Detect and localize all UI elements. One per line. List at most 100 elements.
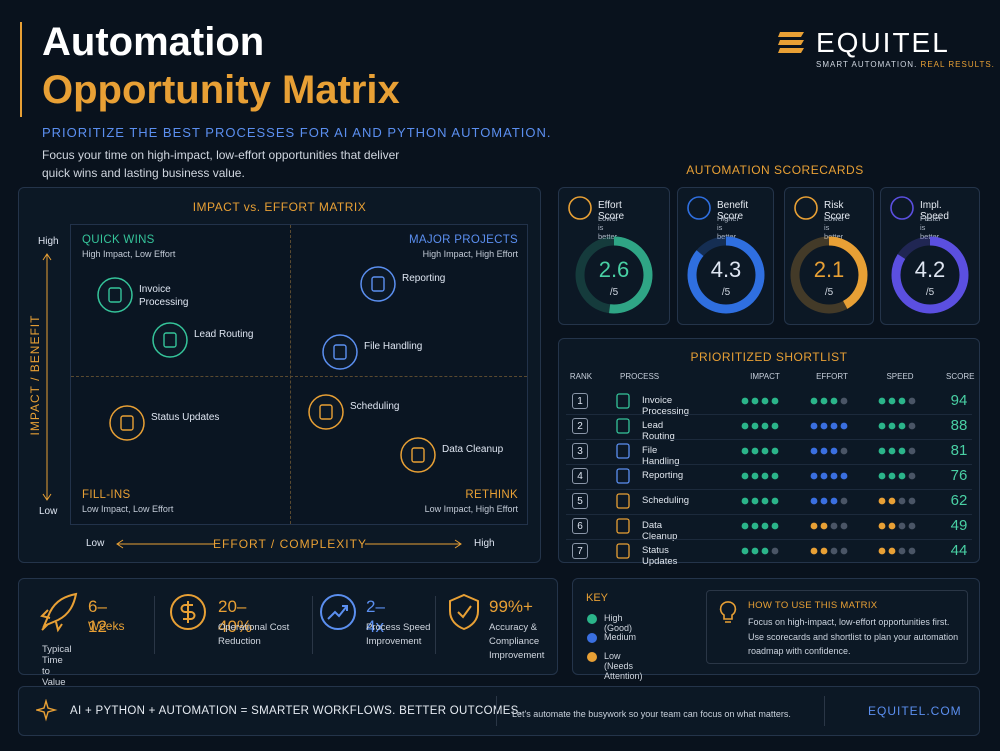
rating-dot <box>741 522 749 530</box>
column-header: PROCESS <box>620 372 660 381</box>
score: 44 <box>950 542 968 559</box>
rating-dot <box>888 522 896 530</box>
rating-dot <box>888 422 896 430</box>
process-name: File Handling <box>642 445 680 467</box>
icon-ring <box>568 196 592 220</box>
how-to-title: HOW TO USE THIS MATRIX <box>748 600 878 611</box>
footer-tagline: AI + PYTHON + AUTOMATION = SMARTER WORKF… <box>70 705 523 717</box>
rating-dot <box>751 397 759 405</box>
rating <box>878 447 916 455</box>
process-icon <box>616 468 630 484</box>
footer-url: EQUITEL.COM <box>868 704 962 718</box>
icon-ring <box>308 394 344 430</box>
rating-dot <box>840 472 848 480</box>
rating-dot <box>898 422 906 430</box>
rating-dot <box>751 447 759 455</box>
icon-glyph <box>616 443 630 459</box>
rating <box>741 522 779 530</box>
rating-dot <box>810 422 818 430</box>
icon-glyph <box>108 287 122 303</box>
shortlist-title: PRIORITIZED SHORTLIST <box>690 350 848 364</box>
rating <box>810 447 848 455</box>
rank: 7 <box>572 543 588 559</box>
separator <box>496 696 497 726</box>
rating-dot <box>840 422 848 430</box>
rating <box>878 397 916 405</box>
rating-dot <box>820 447 828 455</box>
item-label: Data Cleanup <box>442 444 504 455</box>
empty-dot <box>908 397 916 405</box>
rating <box>878 422 916 430</box>
row-divider <box>566 414 972 415</box>
icon-shape <box>180 601 196 623</box>
rating <box>878 472 916 480</box>
process-name: Reporting <box>642 470 684 481</box>
rank: 5 <box>572 493 588 509</box>
icon-shape <box>449 593 479 631</box>
rating-dot <box>878 447 886 455</box>
rating <box>810 497 848 505</box>
swatch-dot <box>587 633 597 643</box>
rating-dot <box>771 422 779 430</box>
process-name: Data Cleanup <box>642 520 678 542</box>
row-divider <box>566 489 972 490</box>
item-icon <box>109 405 145 441</box>
quadrant-title: RETHINK <box>465 489 518 501</box>
process-icon <box>616 493 630 509</box>
rating-dot <box>771 447 779 455</box>
gauge: 4.3/5 <box>687 236 764 314</box>
title-line1: Automation <box>42 20 265 64</box>
rating-dot <box>830 397 838 405</box>
empty-dot <box>840 397 848 405</box>
rating-dot <box>751 422 759 430</box>
stat-label: Typical Time to Value <box>42 644 72 688</box>
quadrant-subtitle: Low Impact, Low Effort <box>82 504 174 514</box>
icon-glyph <box>616 543 630 559</box>
row-divider <box>566 464 972 465</box>
rating <box>741 497 779 505</box>
key-swatch <box>587 614 597 624</box>
arrow <box>116 539 462 549</box>
gauge-arc <box>687 236 764 314</box>
rating-dot <box>751 472 759 480</box>
row-divider <box>566 539 972 540</box>
x-high: High <box>474 538 495 549</box>
x-axis-label: EFFORT / COMPLEXITY <box>213 537 367 551</box>
y-low: Low <box>39 506 58 517</box>
score: 49 <box>950 517 968 534</box>
empty-dot <box>898 547 906 555</box>
rating-dot <box>898 472 906 480</box>
card-icon <box>568 196 592 220</box>
rating-dot <box>898 397 906 405</box>
rating-dot <box>878 497 886 505</box>
rating-dot <box>878 522 886 530</box>
empty-dot <box>840 547 848 555</box>
gauge-value: 2.6 <box>599 257 630 282</box>
item-icon <box>152 322 188 358</box>
stat-value: 6–12 <box>88 597 107 636</box>
gauge: 2.1/5 <box>790 236 868 314</box>
icon-glyph <box>411 447 425 463</box>
stat-divider <box>154 596 155 654</box>
icon-shape <box>327 605 348 620</box>
rating-dot <box>898 447 906 455</box>
row-divider <box>566 514 972 515</box>
scorecard <box>558 187 670 325</box>
rating <box>810 422 848 430</box>
empty-dot <box>908 472 916 480</box>
stat-label: Accuracy & Compliance Improvement <box>489 622 545 661</box>
gauge: 2.6/5 <box>575 236 653 314</box>
key-title: KEY <box>586 592 609 604</box>
gauge-arc <box>891 236 969 314</box>
rating-dot <box>761 547 769 555</box>
card-icon <box>687 196 711 220</box>
swatch-dot <box>587 652 597 662</box>
key-swatch <box>587 633 597 643</box>
accent-bar <box>20 22 22 117</box>
column-header: SPEED <box>886 372 914 381</box>
rating-dot <box>761 397 769 405</box>
rating-dot <box>761 472 769 480</box>
empty-dot <box>908 497 916 505</box>
stat-value: 99%+ <box>489 597 533 616</box>
